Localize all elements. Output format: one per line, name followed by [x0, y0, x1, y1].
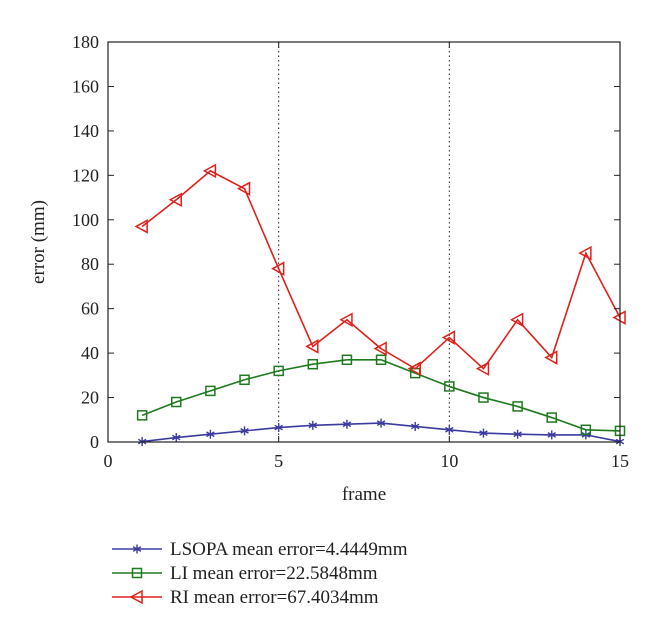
y-tick-label-20: 20	[81, 388, 99, 408]
legend-marker-0	[132, 544, 142, 554]
y-axis: 0 20 40 60 80 100 120 140 160 180	[72, 32, 620, 452]
data-point-s1-7	[341, 354, 353, 366]
data-point-s1-5	[273, 365, 284, 377]
x-axis-label: frame	[342, 484, 386, 505]
y-tick-label-160: 160	[72, 76, 99, 96]
series-line-1	[141, 358, 621, 432]
data-point-s2-12	[510, 312, 524, 328]
legend-marker-2	[129, 589, 143, 605]
data-point-s2-6	[305, 339, 319, 354]
data-point-s1-13	[546, 412, 557, 423]
data-point-s0-2	[172, 433, 181, 443]
x-axis: 0 5 10 15	[104, 42, 629, 471]
data-point-s1-10	[444, 381, 455, 392]
data-point-s2-2	[168, 192, 183, 208]
y-tick-label-0: 0	[90, 432, 99, 452]
grid-lines	[278, 42, 450, 442]
data-point-s1-3	[205, 385, 216, 397]
data-point-s0-12	[513, 429, 522, 439]
legend-label-1: LI mean error=22.5848mm	[170, 563, 378, 584]
data-point-s0-3	[206, 429, 215, 439]
data-point-s0-7	[342, 419, 352, 429]
y-axis-label: error (mm)	[28, 200, 49, 284]
legend-label-2: RI mean error=67.4034mm	[170, 587, 379, 608]
y-tick-label-40: 40	[81, 343, 99, 363]
x-tick-label-15: 15	[611, 451, 629, 471]
data-point-s1-14	[580, 424, 592, 436]
data-point-s2-11	[475, 361, 490, 376]
data-point-s0-10	[445, 425, 454, 435]
data-point-s0-4	[240, 426, 249, 436]
data-point-s0-8	[376, 418, 386, 428]
x-tick-label-10: 10	[440, 451, 458, 471]
x-tick-label-5: 5	[274, 451, 283, 471]
data-point-s2-3	[202, 163, 217, 179]
data-point-s0-13	[547, 430, 556, 440]
data-point-s2-7	[339, 312, 353, 328]
data-point-s2-10	[441, 330, 456, 345]
data-point-s2-4	[236, 181, 251, 196]
data-point-s0-9	[410, 421, 420, 431]
data-point-s2-13	[544, 350, 558, 365]
data-point-s1-8	[375, 354, 387, 366]
data-point-s0-11	[479, 428, 488, 438]
data-point-s1-11	[478, 392, 489, 403]
data-point-s2-14	[578, 245, 592, 261]
y-tick-label-60: 60	[81, 299, 99, 319]
series-line-2	[141, 169, 621, 370]
data-point-s2-1	[134, 219, 148, 234]
y-tick-label-140: 140	[72, 121, 99, 141]
x-tick-label-0: 0	[104, 451, 113, 471]
y-tick-label-180: 180	[72, 32, 99, 52]
plot-frame	[107, 41, 621, 443]
data-point-s1-12	[512, 401, 523, 412]
data-point-s2-5	[271, 261, 285, 276]
data-point-s2-9	[407, 361, 421, 376]
data-point-s1-4	[239, 374, 250, 386]
data-point-s1-6	[307, 358, 319, 370]
data-point-s2-8	[373, 341, 387, 356]
y-tick-label-100: 100	[72, 210, 99, 230]
legend-label-0: LSOPA mean error=4.4449mm	[170, 539, 408, 560]
data-point-s0-5	[274, 423, 283, 433]
series-group	[134, 163, 626, 447]
data-point-s1-2	[171, 396, 182, 408]
y-tick-label-120: 120	[72, 165, 99, 185]
legend-marker-1	[131, 567, 143, 579]
legend: LSOPA mean error=4.4449mm LI mean error=2…	[112, 539, 408, 608]
data-point-s0-6	[308, 420, 318, 430]
y-tick-label-80: 80	[81, 254, 99, 274]
data-point-s1-1	[136, 410, 148, 421]
